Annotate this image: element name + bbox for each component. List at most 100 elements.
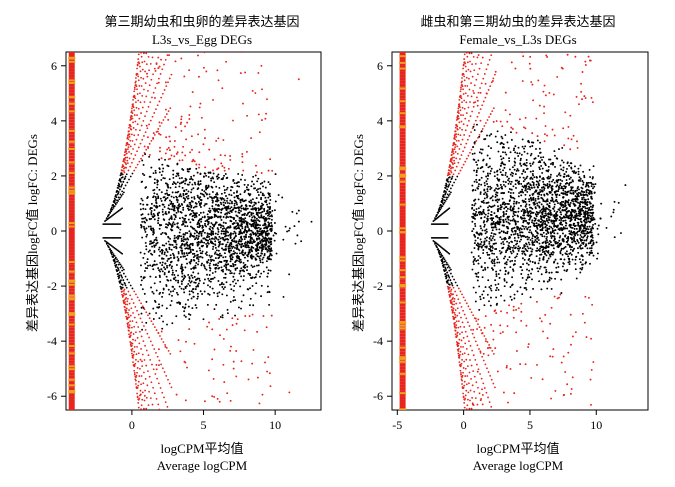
gene-point [220, 192, 223, 195]
ray-point [483, 73, 486, 75]
ray-point [485, 68, 488, 71]
ray-point [459, 169, 462, 172]
gene-point [481, 388, 483, 391]
gene-point [263, 218, 266, 220]
gene-point [550, 252, 553, 254]
ray-point [133, 373, 136, 376]
gene-point [250, 254, 253, 257]
gene-point [171, 223, 174, 225]
gene-point [543, 235, 546, 238]
gene-point [531, 240, 534, 242]
ray-point [463, 380, 466, 383]
gene-point [254, 187, 257, 190]
gene-point [184, 232, 187, 234]
ray-point [448, 169, 451, 172]
band-point [399, 68, 406, 72]
gene-point [201, 250, 204, 253]
gene-point [528, 269, 531, 272]
gene-point [148, 249, 151, 252]
ray-point [141, 68, 144, 71]
ray-point [127, 321, 130, 324]
ray-point [124, 293, 126, 296]
gene-point [185, 195, 188, 198]
gene-point [180, 129, 183, 132]
band-tick [68, 260, 76, 263]
gene-point [207, 185, 210, 188]
ray-point [459, 96, 462, 99]
gene-point [258, 230, 261, 233]
gene-point [224, 173, 227, 175]
gene-point [164, 108, 167, 111]
ray-point [492, 352, 495, 355]
ray-point [451, 275, 454, 278]
gene-point [501, 137, 504, 140]
gene-point [186, 241, 189, 244]
gene-point [225, 228, 227, 231]
gene-point [575, 227, 578, 230]
ray-point [119, 196, 122, 199]
gene-point [473, 259, 476, 262]
gene-point [168, 193, 171, 196]
gene-point [514, 157, 516, 160]
gene-point [517, 155, 520, 157]
gene-point [191, 209, 193, 212]
gene-point [233, 226, 236, 229]
band-point [399, 77, 406, 81]
gene-point [232, 119, 234, 122]
gene-point [547, 165, 550, 168]
gene-point [477, 271, 480, 274]
gene-point [197, 183, 200, 186]
gene-point [141, 180, 144, 183]
gene-point [521, 276, 524, 279]
gene-point [206, 325, 209, 328]
ray-point [124, 308, 126, 311]
gene-point [234, 314, 237, 317]
ray-point [494, 386, 496, 389]
band-point [68, 167, 75, 171]
gene-point [271, 215, 273, 218]
gene-point [161, 304, 164, 307]
band-point [399, 143, 406, 147]
ray-point [125, 163, 128, 166]
gene-point [176, 163, 179, 166]
gene-point [187, 218, 190, 221]
ray-point [137, 352, 140, 355]
gene-point [244, 220, 247, 223]
gene-point [175, 236, 178, 239]
gene-point [141, 360, 143, 363]
gene-point [163, 273, 166, 276]
band-point [399, 98, 406, 102]
gene-point [142, 163, 145, 166]
gene-point [264, 196, 267, 199]
gene-point [147, 264, 149, 267]
ray-point [125, 311, 128, 314]
gene-point [246, 288, 249, 291]
ray-point [481, 403, 484, 406]
gene-point [230, 245, 233, 248]
band-tick [68, 283, 76, 286]
gene-point [203, 278, 206, 281]
ray-point [140, 383, 142, 386]
gene-point [254, 232, 257, 235]
gene-point [241, 225, 244, 228]
gene-point [257, 113, 260, 116]
band-tick [68, 96, 76, 99]
gene-point [232, 265, 235, 268]
gene-point [197, 180, 200, 183]
gene-point [169, 140, 172, 143]
band-point [68, 402, 75, 406]
gene-point [240, 300, 243, 303]
gene-point [176, 222, 179, 225]
ray-point [438, 249, 441, 252]
gene-point [194, 254, 196, 257]
gene-point [213, 208, 216, 211]
gene-point [185, 258, 188, 261]
gene-point [169, 263, 171, 266]
ray-point [145, 311, 148, 314]
gene-point [192, 174, 195, 177]
gene-point [250, 241, 252, 244]
band-point [399, 405, 406, 409]
gene-point [238, 209, 241, 212]
ray-point [170, 73, 173, 76]
ray-point [143, 151, 146, 154]
